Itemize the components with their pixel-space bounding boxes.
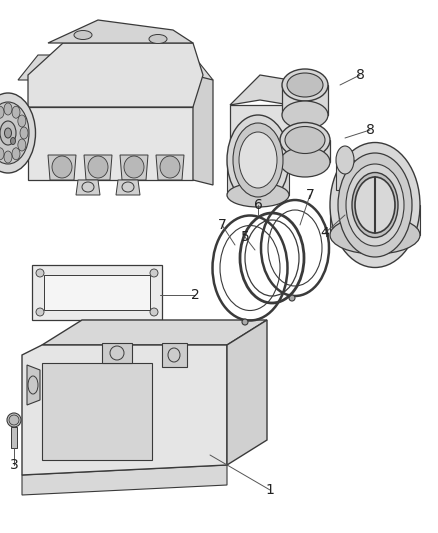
Ellipse shape <box>227 183 289 207</box>
Ellipse shape <box>282 69 328 101</box>
Polygon shape <box>282 80 310 105</box>
Text: 4: 4 <box>321 226 329 240</box>
Ellipse shape <box>4 103 12 115</box>
Ellipse shape <box>74 30 92 39</box>
Ellipse shape <box>88 156 108 178</box>
Ellipse shape <box>0 93 35 173</box>
Ellipse shape <box>11 138 15 144</box>
Polygon shape <box>230 75 290 105</box>
Polygon shape <box>11 427 17 448</box>
Polygon shape <box>280 140 330 162</box>
Text: 6: 6 <box>254 198 262 212</box>
Polygon shape <box>120 155 148 180</box>
Ellipse shape <box>0 106 4 118</box>
Polygon shape <box>156 155 184 180</box>
Polygon shape <box>48 20 193 43</box>
Polygon shape <box>32 265 162 320</box>
Ellipse shape <box>0 148 4 160</box>
Polygon shape <box>76 180 100 195</box>
Polygon shape <box>42 320 267 345</box>
Ellipse shape <box>346 164 404 246</box>
Ellipse shape <box>20 127 28 139</box>
Ellipse shape <box>149 35 167 44</box>
Ellipse shape <box>233 123 283 197</box>
Ellipse shape <box>285 126 325 154</box>
Polygon shape <box>116 180 140 195</box>
Ellipse shape <box>0 121 16 145</box>
Polygon shape <box>42 363 152 460</box>
Polygon shape <box>193 75 213 185</box>
Ellipse shape <box>336 146 354 174</box>
Polygon shape <box>227 320 267 465</box>
Ellipse shape <box>7 413 21 427</box>
Ellipse shape <box>4 128 11 138</box>
Ellipse shape <box>0 102 29 164</box>
Polygon shape <box>22 345 227 475</box>
Ellipse shape <box>36 308 44 316</box>
Ellipse shape <box>280 123 330 157</box>
Ellipse shape <box>12 106 20 118</box>
Polygon shape <box>22 465 227 495</box>
Polygon shape <box>336 160 354 190</box>
Ellipse shape <box>150 269 158 277</box>
Polygon shape <box>27 365 40 405</box>
Polygon shape <box>102 343 132 363</box>
Ellipse shape <box>280 147 330 177</box>
Polygon shape <box>28 43 203 107</box>
Ellipse shape <box>36 269 44 277</box>
Ellipse shape <box>160 156 180 178</box>
Ellipse shape <box>12 148 20 160</box>
Ellipse shape <box>9 415 19 425</box>
Polygon shape <box>282 85 328 115</box>
Text: 7: 7 <box>306 188 314 202</box>
Ellipse shape <box>289 295 295 301</box>
Text: 3: 3 <box>10 458 18 472</box>
Polygon shape <box>18 55 213 80</box>
Ellipse shape <box>352 173 398 238</box>
Ellipse shape <box>18 139 26 151</box>
Text: 8: 8 <box>356 68 364 82</box>
Ellipse shape <box>239 132 277 188</box>
Ellipse shape <box>338 153 412 257</box>
Polygon shape <box>84 155 112 180</box>
Ellipse shape <box>330 216 420 254</box>
Ellipse shape <box>52 156 72 178</box>
Text: 1: 1 <box>265 483 275 497</box>
Polygon shape <box>28 107 193 180</box>
Polygon shape <box>230 105 290 150</box>
Polygon shape <box>162 343 187 367</box>
Ellipse shape <box>242 319 248 325</box>
Polygon shape <box>227 160 289 195</box>
Polygon shape <box>48 155 76 180</box>
Text: 8: 8 <box>366 123 374 137</box>
Text: 2: 2 <box>191 288 199 302</box>
Ellipse shape <box>150 308 158 316</box>
Ellipse shape <box>18 115 26 127</box>
Text: 7: 7 <box>218 218 226 232</box>
Polygon shape <box>330 205 420 235</box>
Text: 5: 5 <box>240 230 249 244</box>
Ellipse shape <box>330 142 420 268</box>
Ellipse shape <box>227 115 289 205</box>
Polygon shape <box>44 275 150 310</box>
Polygon shape <box>290 80 305 155</box>
Ellipse shape <box>287 73 323 97</box>
Ellipse shape <box>124 156 144 178</box>
Ellipse shape <box>4 151 12 163</box>
Ellipse shape <box>355 177 395 233</box>
Ellipse shape <box>282 101 328 129</box>
